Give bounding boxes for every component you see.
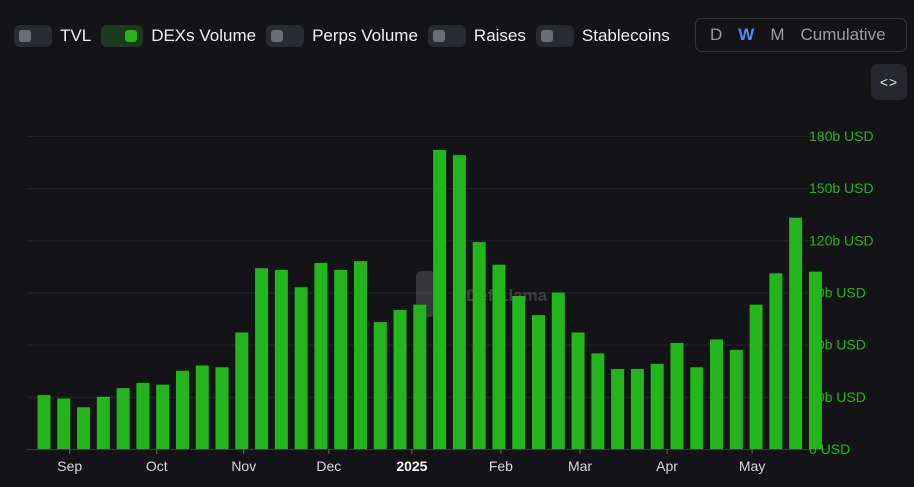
chart-bar <box>551 292 565 449</box>
chart-bar <box>334 269 348 449</box>
chart-bar <box>57 398 71 449</box>
toggle-raises[interactable]: Raises <box>427 25 526 47</box>
x-tick-label: May <box>739 458 765 474</box>
y-tick-label: 180b USD <box>809 128 874 144</box>
toggle-switch[interactable] <box>14 25 52 47</box>
chart-bar <box>650 363 664 449</box>
chart-bar <box>571 332 585 449</box>
chart-bar <box>611 369 625 449</box>
x-tick-label: Apr <box>656 458 678 474</box>
chart-bar <box>729 349 743 449</box>
chart-bar <box>156 384 170 449</box>
chart-bar <box>116 388 130 449</box>
toggle-label: Raises <box>473 26 526 45</box>
chart-bar <box>433 149 447 449</box>
chart-bar <box>690 367 704 449</box>
toggle-knob <box>125 30 138 42</box>
y-tick-label: 30b USD <box>809 389 866 405</box>
toggle-knob <box>540 30 553 42</box>
chart-bar <box>373 322 387 449</box>
period-m[interactable]: M <box>770 25 785 44</box>
chart-bar <box>492 264 506 449</box>
toggle-switch[interactable] <box>266 25 305 47</box>
chart-bar <box>710 339 724 449</box>
x-tick-label: Mar <box>568 458 592 474</box>
toggle-knob <box>19 30 31 42</box>
chart-bar <box>235 332 249 449</box>
y-tick-label: 60b USD <box>809 337 866 353</box>
chart-bar <box>670 342 684 449</box>
chart-bar <box>413 304 427 449</box>
x-tick-label: Oct <box>146 458 168 474</box>
chart-bar <box>353 261 367 449</box>
x-tick-label: 2025 <box>396 458 427 474</box>
chart-bar <box>37 395 51 449</box>
toggle-knob <box>271 30 284 42</box>
chart-bar <box>789 217 803 449</box>
toggle-label: Perps Volume <box>312 26 418 45</box>
period-d[interactable]: D <box>710 25 723 44</box>
code-icon: <> <box>879 74 899 90</box>
chart-bar <box>452 155 466 449</box>
toggle-tvl[interactable]: TVL <box>14 25 91 47</box>
watermark-text: DefiLlama <box>466 286 548 305</box>
chart-bar <box>472 242 486 449</box>
embed-code-button[interactable]: <> <box>871 64 907 100</box>
toggle-switch[interactable] <box>535 25 574 47</box>
chart-bar <box>136 382 150 449</box>
chart-bar <box>393 309 407 449</box>
chart-bar <box>175 370 189 449</box>
x-tick-label: Dec <box>316 458 341 474</box>
chart-bar <box>512 295 526 449</box>
toggle-dexs-volume[interactable]: DEXs Volume <box>101 25 256 47</box>
toggle-stablecoins[interactable]: Stablecoins <box>535 25 670 47</box>
chart-bar <box>314 262 328 449</box>
toggle-label: Stablecoins <box>581 26 670 45</box>
chart-bar <box>96 396 110 449</box>
y-tick-label: 120b USD <box>809 232 874 248</box>
toggle-label: DEXs Volume <box>151 26 257 45</box>
chart-bar <box>630 369 644 449</box>
toggle-knob <box>432 30 445 42</box>
chart-bar <box>255 268 269 449</box>
chart-bar <box>195 365 209 449</box>
period-w[interactable]: W <box>738 25 755 44</box>
chart-bar <box>215 367 229 449</box>
chart-bar <box>749 304 763 449</box>
y-tick-label: 90b USD <box>809 285 866 301</box>
chart-bar <box>591 353 605 449</box>
chart-bar <box>808 271 822 449</box>
toggle-switch[interactable] <box>427 25 466 47</box>
toggle-label: TVL <box>60 26 92 45</box>
x-tick-label: Nov <box>231 458 256 474</box>
x-tick-label: Feb <box>489 458 513 474</box>
chart-bar <box>532 315 545 449</box>
period-selector: D W M Cumulative <box>695 18 907 52</box>
chart-bar <box>77 407 91 449</box>
period-cumulative[interactable]: Cumulative <box>800 25 886 44</box>
y-tick-label: 0 USD <box>809 441 850 457</box>
y-tick-label: 150b USD <box>809 180 874 196</box>
toggle-perps-volume[interactable]: Perps Volume <box>266 25 418 47</box>
chart-bar <box>274 269 288 449</box>
chart-bar <box>769 273 783 449</box>
toggle-switch[interactable] <box>101 25 144 47</box>
chart-bar <box>294 287 308 449</box>
x-tick-label: Sep <box>57 458 82 474</box>
series-toggle-bar: TVL DEXs Volume Perps Volume Raises Stableco… <box>14 24 680 48</box>
